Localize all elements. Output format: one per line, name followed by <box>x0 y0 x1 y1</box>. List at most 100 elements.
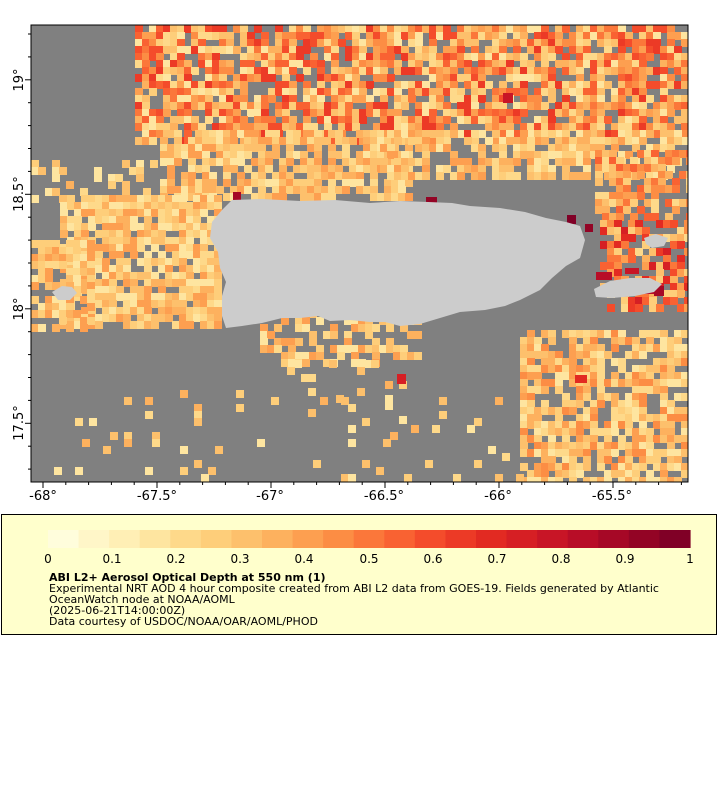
aod-pixel <box>265 158 273 166</box>
aod-pixel <box>295 317 303 325</box>
aod-pixel <box>457 158 465 166</box>
aod-pixel <box>637 185 645 193</box>
aod-pixel <box>193 209 201 217</box>
aod-pixel <box>260 338 268 346</box>
colorbar-label: 0.8 <box>551 552 571 566</box>
aod-pixel <box>527 477 535 482</box>
aod-pixel <box>527 344 535 352</box>
aod-pixel <box>200 202 208 210</box>
aod-pixel <box>422 67 430 75</box>
aod-pixel <box>251 158 259 166</box>
aod-pixel <box>202 172 210 180</box>
aod-pixel <box>660 337 668 345</box>
aod-pixel <box>670 269 678 277</box>
aod-pixel <box>193 293 201 301</box>
aod-pixel <box>356 130 364 138</box>
aod-pixel <box>335 172 343 180</box>
aod-pixel <box>432 425 440 433</box>
aod-pixel <box>167 172 175 180</box>
aod-pixel <box>59 195 67 203</box>
aod-pixel <box>87 296 95 304</box>
aod-pixel <box>240 88 248 96</box>
aod-pixel <box>109 216 117 224</box>
aod-pixel <box>314 130 322 138</box>
aod-pixel <box>102 293 110 301</box>
aod-pixel <box>144 223 152 231</box>
aod-pixel <box>158 195 166 203</box>
aod-pixel <box>289 123 297 131</box>
aod-hotspot-pixel <box>233 192 241 200</box>
aod-pixel <box>534 123 542 131</box>
aod-pixel <box>616 206 624 214</box>
aod-pixel <box>450 46 458 54</box>
aod-pixel <box>156 81 164 89</box>
aod-pixel <box>667 435 675 443</box>
aod-pixel <box>66 247 74 255</box>
aod-pixel <box>635 304 643 312</box>
aod-pixel <box>31 324 39 332</box>
aod-pixel <box>102 314 110 322</box>
aod-pixel <box>644 185 652 193</box>
aod-pixel <box>186 321 194 329</box>
aod-pixel <box>436 81 444 89</box>
aod-pixel <box>142 81 150 89</box>
aod-pixel <box>471 172 479 180</box>
aod-pixel <box>632 88 640 96</box>
aod-pixel <box>513 116 521 124</box>
aod-pixel <box>618 88 626 96</box>
aod-hotspot-pixel <box>426 197 437 205</box>
aod-pixel <box>145 411 153 419</box>
aod-pixel <box>331 67 339 75</box>
map-plot-area[interactable] <box>30 24 689 483</box>
aod-pixel <box>595 206 603 214</box>
aod-pixel <box>137 293 145 301</box>
aod-pixel <box>541 116 549 124</box>
aod-pixel <box>135 109 143 117</box>
aod-pixel <box>177 32 185 40</box>
aod-pixel <box>74 223 82 231</box>
aod-hotspot-pixel <box>397 374 406 384</box>
aod-pixel <box>73 275 81 283</box>
aod-pixel <box>625 137 633 145</box>
aod-pixel <box>684 304 688 312</box>
aod-pixel <box>621 304 629 312</box>
aod-pixel <box>583 337 591 345</box>
aod-pixel <box>314 165 322 173</box>
aod-pixel <box>226 95 234 103</box>
aod-pixel <box>686 199 688 207</box>
aod-pixel <box>464 39 472 47</box>
aod-pixel <box>548 39 556 47</box>
aod-pixel <box>372 345 380 353</box>
aod-pixel <box>607 248 615 256</box>
aod-pixel <box>240 102 248 110</box>
aod-pixel <box>450 81 458 89</box>
aod-pixel <box>464 25 472 33</box>
aod-pixel <box>600 241 608 249</box>
aod-pixel <box>520 442 528 450</box>
aod-pixel <box>391 186 399 194</box>
aod-pixel <box>541 330 549 338</box>
aod-pixel <box>66 303 74 311</box>
aod-pixel <box>541 25 549 33</box>
aod-pixel <box>527 46 535 54</box>
aod-pixel <box>205 116 213 124</box>
aod-pixel <box>674 330 682 338</box>
aod-pixel <box>583 32 591 40</box>
aod-pixel <box>137 321 145 329</box>
aod-pixel <box>38 324 46 332</box>
aod-pixel <box>623 164 631 172</box>
aod-pixel <box>237 179 245 187</box>
aod-pixel <box>261 67 269 75</box>
aod-pixel <box>527 470 535 478</box>
aod-pixel <box>408 158 416 166</box>
aod-pixel <box>590 60 598 68</box>
aod-pixel <box>307 165 315 173</box>
aod-pixel <box>87 282 95 290</box>
aod-pixel <box>548 172 556 180</box>
aod-pixel <box>653 109 661 117</box>
aod-pixel <box>681 53 688 61</box>
aod-pixel <box>607 241 615 249</box>
aod-pixel <box>335 137 343 145</box>
aod-pixel <box>534 32 542 40</box>
aod-pixel <box>665 199 673 207</box>
